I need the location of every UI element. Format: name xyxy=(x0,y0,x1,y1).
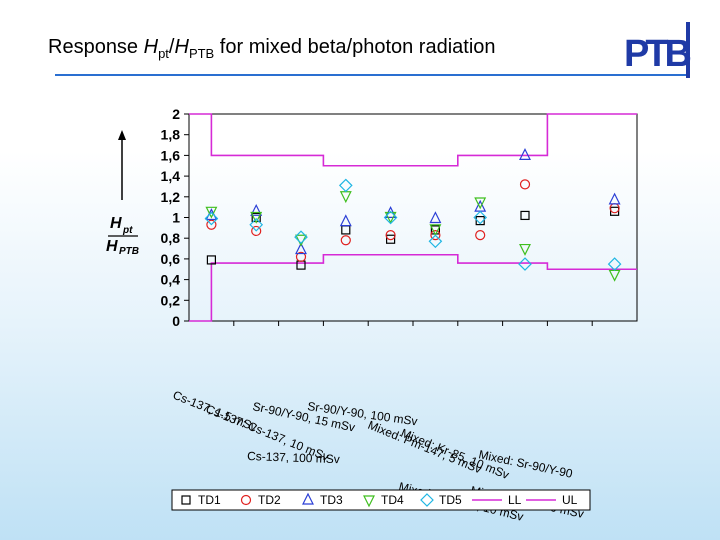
point-td4 xyxy=(474,197,487,210)
y-label-denominator: H xyxy=(106,238,118,255)
point-td1 xyxy=(520,210,530,221)
point-td3 xyxy=(608,192,621,205)
point-td4 xyxy=(608,269,621,282)
legend-marker-td5 xyxy=(420,493,434,507)
y-tick-label: 0 xyxy=(172,313,180,329)
point-td2 xyxy=(206,219,217,230)
y-tick-label: 1 xyxy=(172,210,180,226)
point-td2 xyxy=(430,229,441,241)
legend-label: UL xyxy=(562,493,578,507)
point-td4 xyxy=(429,224,442,237)
point-td2 xyxy=(251,225,262,237)
point-td4 xyxy=(519,243,531,256)
point-td5 xyxy=(249,217,264,232)
point-td3 xyxy=(429,211,442,224)
legend-marker-td4 xyxy=(363,495,375,508)
point-td1 xyxy=(475,216,485,226)
legend-marker-td1 xyxy=(181,495,191,505)
title-underline xyxy=(55,74,687,76)
ptb-logo: PTB xyxy=(624,22,694,78)
y-label-numerator: H xyxy=(110,215,122,232)
limit-lines xyxy=(189,113,637,322)
category-label: Cs-137, 100 mSv xyxy=(247,449,340,466)
point-td3 xyxy=(474,199,487,212)
point-td2 xyxy=(340,235,351,246)
y-tick-label: 1,2 xyxy=(161,189,181,205)
point-td1 xyxy=(341,225,351,235)
point-td3 xyxy=(519,148,531,160)
y-axis-arrowhead xyxy=(118,130,126,140)
point-td5 xyxy=(607,257,622,271)
point-td1 xyxy=(386,234,396,244)
plot-area xyxy=(188,113,638,322)
y-axis: 0 0,2 0,4 0,6 0,8 1 1,2 1,4 1,6 1,8 2 xyxy=(161,106,189,329)
ptb-logo-text: PTB xyxy=(624,33,691,75)
y-tick-label: 0,8 xyxy=(161,230,181,246)
point-td5 xyxy=(473,210,488,225)
legend-marker-td2 xyxy=(240,494,252,506)
legend-label: TD5 xyxy=(439,493,462,507)
point-td3 xyxy=(295,242,307,255)
legend-marker-td3 xyxy=(302,492,314,505)
legend-label: TD2 xyxy=(258,493,281,507)
point-td5 xyxy=(294,230,308,245)
chart-title: Response Hpt/HPTB for mixed beta/photon … xyxy=(48,36,496,61)
y-tick-label: 1,6 xyxy=(161,147,181,163)
point-td1 xyxy=(206,255,216,265)
point-td2 xyxy=(609,203,620,214)
legend-label: TD4 xyxy=(381,493,404,507)
y-tick-label: 2 xyxy=(172,106,180,122)
y-tick-label: 1,4 xyxy=(161,168,181,184)
x-axis xyxy=(233,321,593,326)
legend-label: TD1 xyxy=(198,493,221,507)
point-td4 xyxy=(384,211,397,224)
legend-label: LL xyxy=(508,493,522,507)
point-td4 xyxy=(205,206,218,219)
point-td5 xyxy=(338,178,353,193)
y-tick-label: 0,6 xyxy=(161,251,181,267)
legend: TD1 TD2 TD3 TD4 TD5 LL UL xyxy=(171,489,591,511)
data-points xyxy=(204,148,622,282)
point-td5 xyxy=(428,234,443,249)
limit-line-ll xyxy=(189,253,637,322)
limit-line-ul xyxy=(189,113,637,167)
point-td2 xyxy=(475,229,486,241)
legend-box xyxy=(171,489,591,511)
y-tick-label: 0,4 xyxy=(161,272,181,288)
point-td2 xyxy=(295,251,307,262)
point-td2 xyxy=(385,229,396,241)
point-td3 xyxy=(250,203,263,216)
point-td5 xyxy=(383,210,398,225)
y-label-denominator-sub: PTB xyxy=(119,246,139,257)
point-td5 xyxy=(204,211,219,226)
point-td3 xyxy=(339,214,352,227)
y-tick-label: 1,8 xyxy=(161,127,181,143)
point-td4 xyxy=(250,211,263,224)
point-td4 xyxy=(339,191,352,204)
point-td5 xyxy=(518,257,532,271)
legend-label: TD3 xyxy=(320,493,343,507)
y-label-numerator-sub: pt xyxy=(122,225,133,236)
point-td2 xyxy=(519,179,531,190)
y-tick-label: 0,2 xyxy=(161,292,181,308)
